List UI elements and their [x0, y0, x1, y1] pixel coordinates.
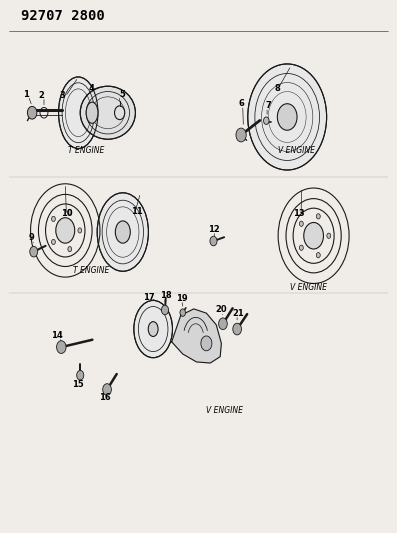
Text: V ENGINE: V ENGINE	[278, 147, 315, 156]
Ellipse shape	[58, 77, 98, 149]
Text: 12: 12	[208, 225, 220, 234]
Text: 1: 1	[23, 90, 29, 99]
Text: 5: 5	[119, 90, 125, 99]
Circle shape	[201, 336, 212, 351]
Ellipse shape	[97, 193, 148, 271]
Circle shape	[299, 245, 303, 251]
Circle shape	[316, 214, 320, 219]
Circle shape	[68, 209, 72, 214]
Text: 15: 15	[72, 379, 84, 389]
Circle shape	[236, 128, 246, 142]
Text: 6: 6	[239, 99, 245, 108]
Ellipse shape	[148, 321, 158, 336]
Text: V ENGINE: V ENGINE	[206, 406, 243, 415]
Text: 19: 19	[176, 294, 188, 303]
Text: 21: 21	[232, 309, 244, 318]
Circle shape	[210, 236, 217, 246]
Text: T ENGINE: T ENGINE	[68, 147, 104, 156]
Text: 8: 8	[274, 84, 280, 93]
Circle shape	[52, 216, 55, 222]
Text: V ENGINE: V ENGINE	[289, 283, 327, 292]
Circle shape	[264, 117, 269, 124]
Text: 7: 7	[265, 101, 271, 110]
Circle shape	[162, 305, 169, 315]
Circle shape	[327, 233, 331, 238]
Text: 4: 4	[89, 84, 94, 93]
Circle shape	[78, 228, 82, 233]
Text: 92707 2800: 92707 2800	[21, 9, 105, 23]
Text: 14: 14	[51, 331, 62, 340]
Circle shape	[278, 104, 297, 130]
Text: 3: 3	[60, 91, 66, 100]
Text: 17: 17	[143, 293, 155, 302]
Circle shape	[248, 64, 327, 170]
Circle shape	[103, 384, 112, 395]
Ellipse shape	[86, 102, 98, 123]
Circle shape	[299, 221, 303, 227]
Circle shape	[30, 246, 38, 257]
Circle shape	[56, 217, 75, 243]
Text: 2: 2	[39, 91, 44, 100]
Circle shape	[57, 341, 66, 353]
Text: 13: 13	[293, 209, 305, 218]
Circle shape	[180, 309, 185, 317]
Polygon shape	[172, 309, 222, 363]
Circle shape	[77, 370, 84, 380]
Text: 11: 11	[131, 207, 143, 216]
Circle shape	[68, 247, 72, 252]
Circle shape	[52, 239, 55, 245]
Text: 20: 20	[216, 305, 227, 314]
Circle shape	[219, 318, 227, 329]
Circle shape	[27, 107, 37, 119]
Circle shape	[304, 222, 324, 249]
Text: 18: 18	[160, 291, 171, 300]
Ellipse shape	[80, 86, 135, 139]
Text: 10: 10	[61, 209, 72, 218]
Ellipse shape	[115, 221, 130, 243]
Circle shape	[316, 253, 320, 258]
Ellipse shape	[134, 301, 172, 358]
Text: 9: 9	[29, 233, 34, 243]
Text: 16: 16	[99, 393, 110, 402]
Circle shape	[233, 323, 241, 335]
Text: T ENGINE: T ENGINE	[73, 266, 110, 275]
